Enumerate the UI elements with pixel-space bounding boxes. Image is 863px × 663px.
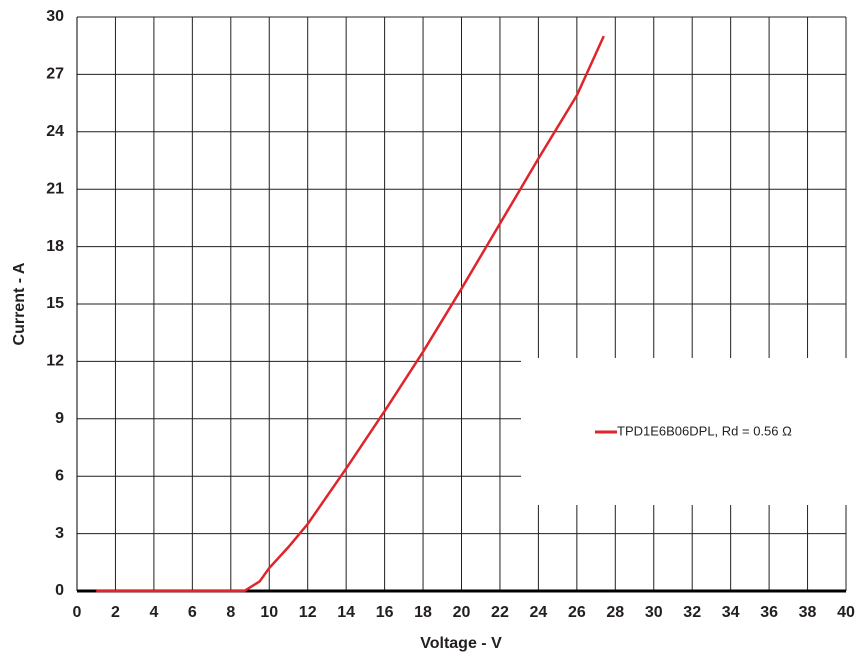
series-line [96,35,605,593]
x-tick-label: 26 [568,604,586,621]
x-tick-label: 18 [414,604,432,621]
y-tick-label: 18 [46,238,64,255]
x-axis-label: Voltage - V [420,635,502,652]
x-tick-label: 6 [188,604,197,621]
x-tick-label: 36 [760,604,778,621]
x-tick-label: 2 [111,604,120,621]
x-tick-label: 24 [530,604,548,621]
y-tick-label: 3 [55,525,64,542]
x-tick-label: 4 [149,604,158,621]
y-tick-label: 24 [46,123,64,140]
x-tick-label: 16 [376,604,394,621]
y-tick-label: 15 [46,295,64,312]
x-tick-label: 30 [645,604,663,621]
x-tick-label: 14 [337,604,355,621]
y-tick-label: 6 [55,467,64,484]
x-tick-label: 12 [299,604,317,621]
y-axis-label: Current - A [11,262,28,345]
x-tick-label: 0 [73,604,82,621]
x-tick-label: 28 [606,604,624,621]
x-tick-label: 40 [837,604,855,621]
y-tick-label: 27 [46,66,64,83]
y-tick-label: 0 [55,582,64,599]
x-tick-label: 8 [226,604,235,621]
y-tick-label: 21 [46,180,64,197]
x-tick-label: 10 [260,604,278,621]
x-tick-label: 34 [722,604,740,621]
legend-label: TPD1E6B06DPL, Rd = 0.56 Ω [617,423,792,438]
legend-box [521,358,847,505]
y-tick-label: 12 [46,353,64,370]
x-tick-label: 22 [491,604,509,621]
y-tick-label: 9 [55,410,64,427]
x-tick-label: 32 [683,604,701,621]
y-tick-label: 30 [46,8,64,25]
x-tick-label: 20 [453,604,471,621]
x-tick-label: 38 [799,604,817,621]
